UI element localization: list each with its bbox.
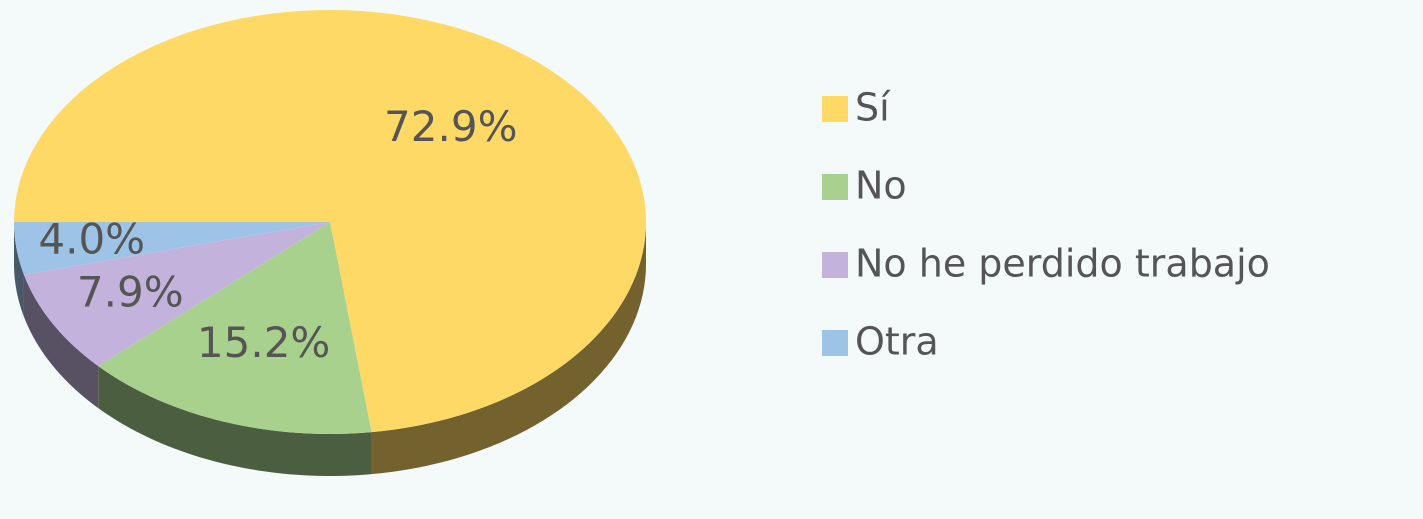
legend-label: No he perdido trabajo — [855, 242, 1270, 286]
legend-swatch — [822, 330, 848, 356]
legend-label: No — [855, 164, 907, 208]
data-label: 72.9% — [384, 102, 517, 151]
pie-slice — [14, 9, 646, 433]
pie-slice — [14, 222, 330, 275]
legend-swatch — [822, 96, 848, 122]
legend-swatch — [822, 174, 848, 200]
data-label: 4.0% — [38, 215, 145, 264]
pie-side — [371, 222, 646, 475]
pie-side — [14, 222, 24, 317]
data-label: 7.9% — [77, 268, 184, 317]
pie-slice — [23, 222, 330, 367]
legend-label: Sí — [855, 86, 891, 130]
pie-slice — [98, 222, 372, 434]
legend-swatch — [822, 252, 848, 278]
legend-label: Otra — [855, 320, 939, 364]
data-label: 15.2% — [197, 318, 330, 367]
pie-side — [23, 274, 99, 409]
pie-side — [98, 366, 372, 476]
